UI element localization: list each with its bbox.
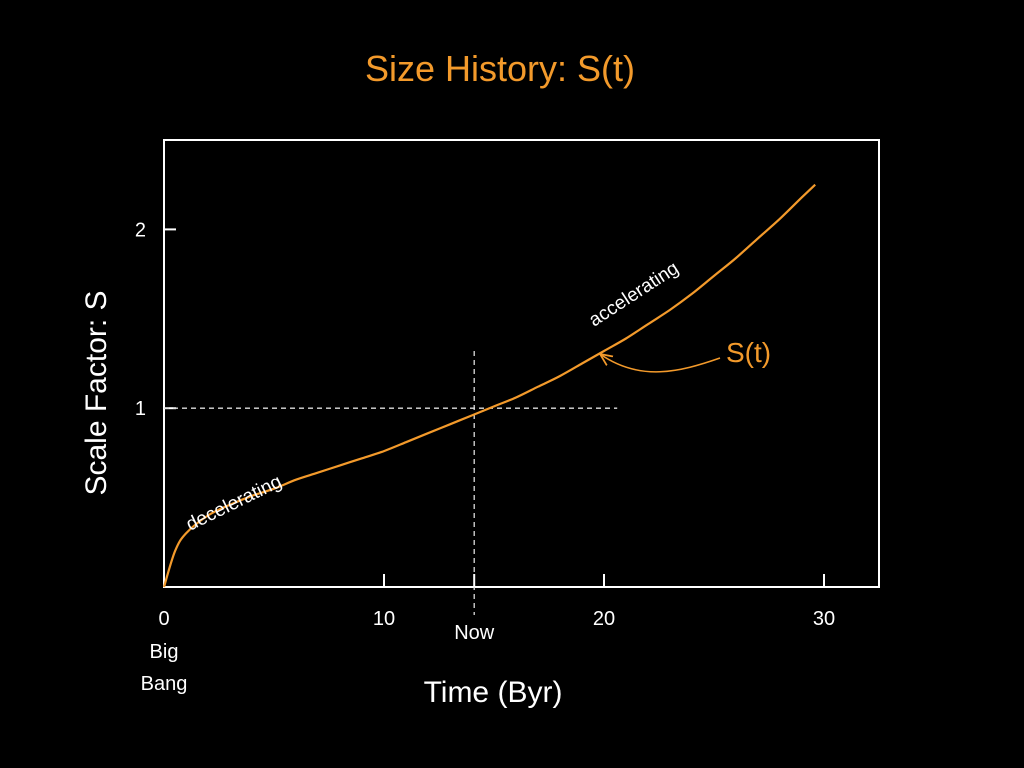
x-tick-label: 20 [593, 608, 615, 630]
y-tick-label: 1 [135, 398, 146, 420]
x-tick-label: 0 [158, 608, 169, 630]
now-label: Now [454, 622, 495, 644]
x-axis-title: Time (Byr) [424, 676, 563, 709]
big-bang-label-line1: Big [150, 641, 179, 663]
plot-frame [163, 139, 880, 588]
y-axis-title: Scale Factor: S [80, 290, 113, 495]
curve-series-label: S(t) [726, 337, 771, 368]
y-tick-label: 2 [135, 219, 146, 241]
reference-lines: Now [164, 350, 618, 644]
decelerating-annotation: decelerating [183, 471, 285, 535]
curve-label-arrow [600, 354, 721, 373]
big-bang-label-line2: Bang [141, 673, 188, 695]
x-tick-label: 10 [373, 608, 395, 630]
x-tick-label: 30 [813, 608, 835, 630]
chart-title: Size History: S(t) [364, 48, 636, 89]
scale-factor-curve [162, 183, 816, 588]
axis-ticks: 0 10 20 30 1 2 [135, 219, 835, 630]
accelerating-annotation: accelerating [585, 258, 682, 331]
